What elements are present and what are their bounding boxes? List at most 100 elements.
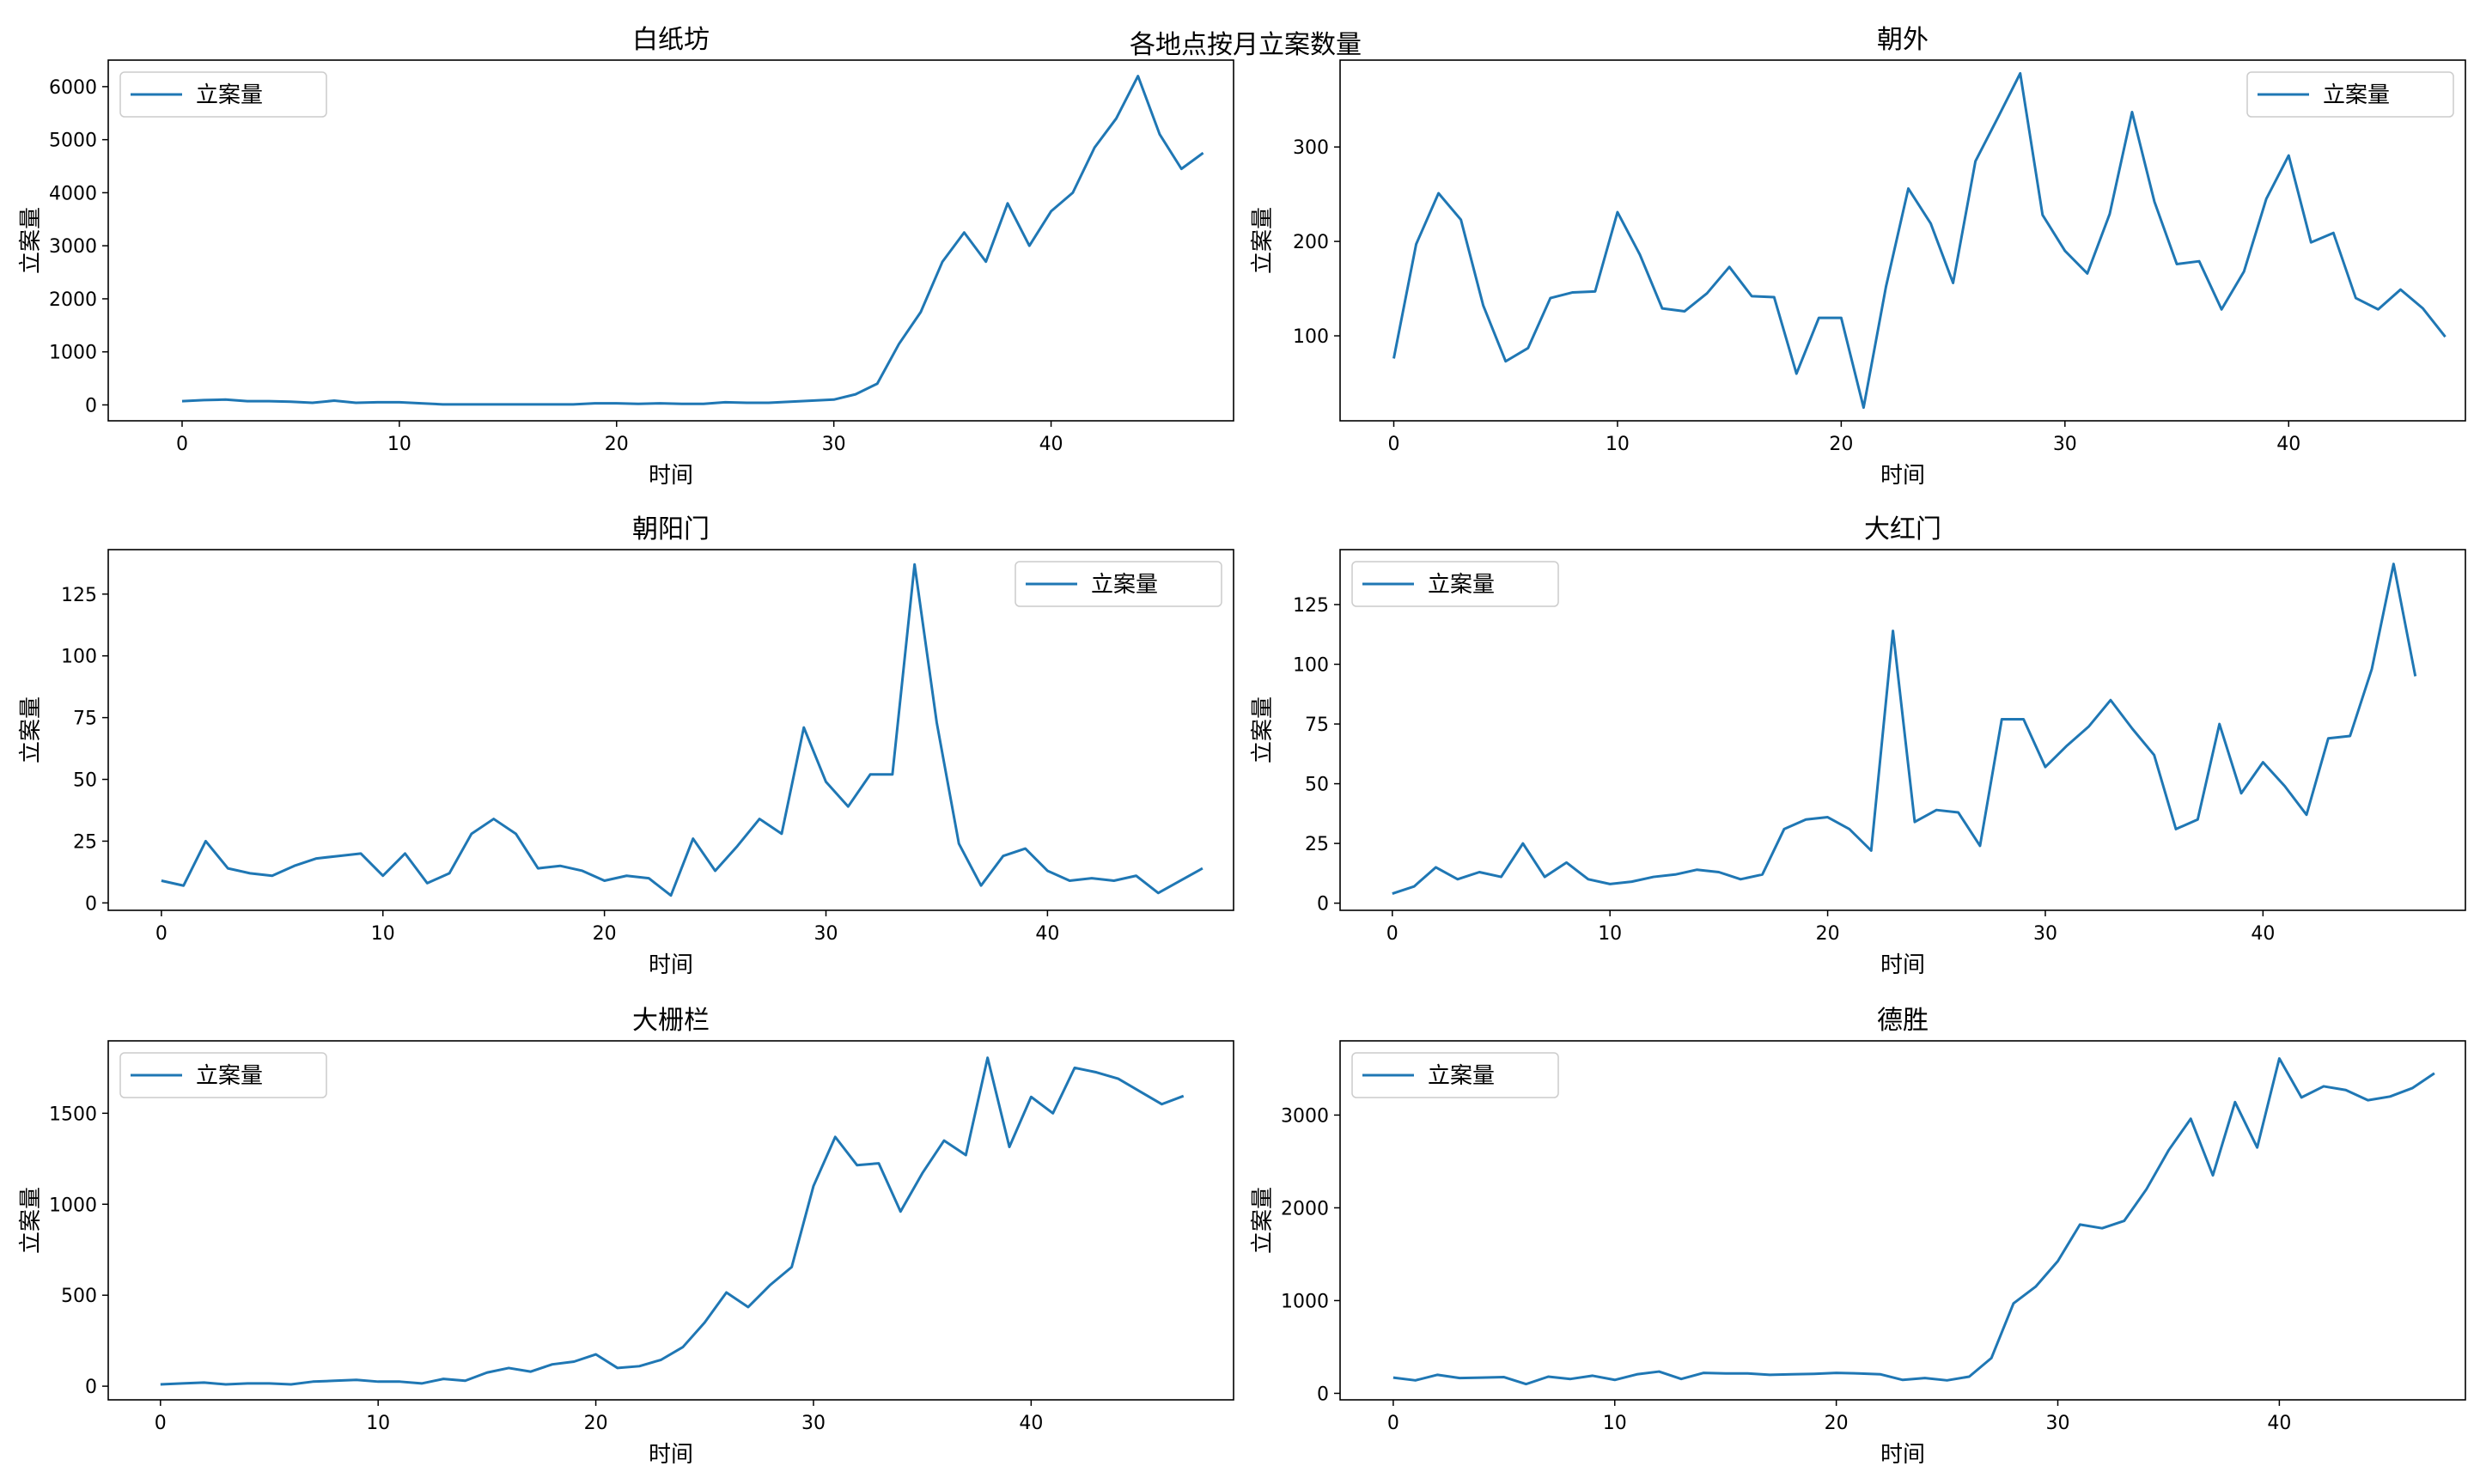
legend-box: [1351, 561, 1559, 607]
y-axis-label: 立案量: [18, 696, 44, 763]
legend-label: 立案量: [2323, 82, 2390, 108]
legend-label: 立案量: [1428, 572, 1495, 598]
y-tick-label: 50: [1305, 775, 1329, 796]
legend-box: [1351, 1052, 1559, 1098]
y-tick-label: 125: [61, 585, 97, 606]
legend: 立案量: [2246, 71, 2454, 118]
y-tick-label: 1000: [1281, 1291, 1329, 1312]
legend-label: 立案量: [1091, 572, 1158, 598]
x-tick-label: 0: [155, 1413, 167, 1434]
y-axis-label: 立案量: [18, 207, 44, 274]
x-tick-label: 0: [155, 923, 168, 945]
y-tick-label: 6000: [49, 77, 97, 99]
y-tick-label: 100: [61, 647, 97, 668]
x-tick-label: 20: [1825, 1413, 1849, 1434]
axes-frame: [1339, 549, 2466, 911]
subplot-title: 德胜: [1877, 1006, 1929, 1036]
x-tick-label: 20: [1816, 923, 1840, 945]
x-tick-label: 10: [371, 923, 395, 945]
x-axis-label: 时间: [649, 952, 693, 978]
y-tick-label: 100: [1293, 326, 1329, 348]
x-tick-label: 0: [1388, 434, 1400, 455]
y-tick-label: 1000: [49, 1195, 97, 1216]
x-tick-label: 10: [1606, 434, 1630, 455]
x-tick-label: 40: [2251, 923, 2275, 945]
x-tick-label: 40: [2276, 434, 2300, 455]
subplot-title: 大红门: [1864, 514, 1941, 544]
legend: 立案量: [119, 1052, 327, 1098]
legend-label: 立案量: [1428, 1063, 1495, 1089]
x-axis-label: 时间: [1880, 952, 1925, 978]
y-tick-label: 75: [73, 709, 97, 730]
x-axis-label: 时间: [649, 1442, 693, 1468]
legend-label: 立案量: [196, 82, 263, 108]
series-line: [1392, 1057, 2435, 1386]
axes-frame: [107, 549, 1234, 911]
y-tick-label: 0: [85, 1377, 97, 1398]
x-tick-label: 20: [593, 923, 617, 945]
legend: 立案量: [1351, 1052, 1559, 1098]
y-tick-label: 1000: [49, 343, 97, 364]
x-tick-label: 40: [1039, 434, 1063, 455]
x-tick-label: 10: [1603, 1413, 1627, 1434]
x-axis-label: 时间: [649, 463, 693, 489]
y-tick-label: 75: [1305, 715, 1329, 736]
legend-box: [119, 1052, 327, 1098]
y-axis-label: 立案量: [18, 1187, 44, 1254]
series-line: [160, 1056, 1185, 1386]
subplot-title: 大栅栏: [632, 1006, 710, 1036]
y-tick-label: 4000: [49, 183, 97, 204]
axes-frame: [107, 59, 1234, 422]
legend: 立案量: [119, 71, 327, 118]
y-tick-label: 3000: [49, 236, 97, 258]
x-tick-label: 30: [801, 1413, 826, 1434]
x-tick-label: 0: [1387, 1413, 1399, 1434]
x-axis-label: 时间: [1880, 1442, 1925, 1468]
legend-box: [1015, 561, 1222, 607]
x-tick-label: 40: [1019, 1413, 1043, 1434]
x-tick-label: 10: [387, 434, 411, 455]
y-tick-label: 0: [1317, 894, 1329, 915]
series-line: [1392, 563, 2417, 895]
x-tick-label: 40: [2267, 1413, 2291, 1434]
subplot-title: 朝阳门: [632, 514, 710, 544]
x-tick-label: 20: [584, 1413, 608, 1434]
y-tick-label: 50: [73, 770, 97, 792]
y-axis-label: 立案量: [1250, 207, 1276, 274]
x-tick-label: 40: [1035, 923, 1059, 945]
y-tick-label: 500: [61, 1286, 97, 1307]
series-line: [161, 563, 1203, 897]
x-tick-label: 30: [2033, 923, 2057, 945]
y-tick-label: 2000: [1281, 1198, 1329, 1219]
legend-label: 立案量: [196, 1063, 263, 1089]
legend: 立案量: [1015, 561, 1222, 607]
subplot-title: 白纸坊: [632, 25, 710, 55]
x-tick-label: 10: [366, 1413, 390, 1434]
y-tick-label: 1500: [49, 1104, 97, 1125]
legend: 立案量: [1351, 561, 1559, 607]
y-tick-label: 5000: [49, 131, 97, 152]
axes-frame: [1339, 59, 2466, 422]
y-tick-label: 0: [85, 395, 97, 417]
y-axis-label: 立案量: [1250, 696, 1276, 763]
x-tick-label: 0: [176, 434, 188, 455]
y-tick-label: 100: [1293, 655, 1329, 677]
x-tick-label: 30: [2046, 1413, 2070, 1434]
subplot-0: 白纸坊 0 10 20 30 40 0 1000 2000 3000 4000 5000 6000 时间 立…: [18, 25, 1234, 489]
x-tick-label: 0: [1386, 923, 1398, 945]
x-axis-label: 时间: [1880, 463, 1925, 489]
y-tick-label: 2000: [49, 289, 97, 311]
x-tick-label: 10: [1598, 923, 1622, 945]
y-tick-label: 200: [1293, 232, 1329, 253]
y-axis-label: 立案量: [1250, 1187, 1276, 1254]
series-line: [1392, 71, 2447, 410]
y-tick-label: 25: [73, 831, 97, 853]
legend-box: [119, 71, 327, 118]
